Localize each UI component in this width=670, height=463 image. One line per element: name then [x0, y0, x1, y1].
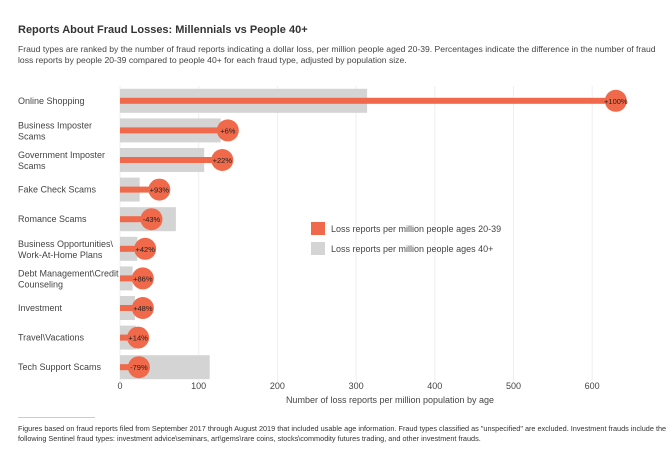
bar-20-39	[120, 275, 143, 282]
legend-swatch	[311, 222, 325, 235]
category-label: Debt Management\Credit	[18, 268, 119, 278]
difference-label: -43%	[143, 215, 161, 224]
category-label: Scams	[18, 161, 46, 171]
marker-20-39	[134, 237, 157, 260]
footnote-divider	[18, 417, 95, 418]
marker-20-39	[131, 297, 154, 319]
bar-20-39	[120, 127, 228, 134]
x-tick-label: 500	[506, 381, 521, 391]
x-tick-label: 300	[349, 381, 364, 391]
marker-20-39	[140, 208, 163, 231]
difference-label: +14%	[128, 334, 148, 343]
marker-20-39	[211, 149, 234, 171]
category-label: Counseling	[18, 279, 63, 289]
legend-label: Loss reports per million people ages 40+	[331, 244, 493, 254]
category-label: Investment	[18, 303, 63, 313]
footnote: Figures based on fraud reports filed fro…	[18, 424, 667, 443]
difference-label: +48%	[133, 304, 153, 313]
marker-20-39	[148, 178, 171, 201]
category-label: Business Imposter	[18, 120, 92, 130]
category-label: Fake Check Scams	[18, 185, 97, 195]
x-tick-label: 600	[585, 381, 600, 391]
category-label: Tech Support Scams	[18, 362, 102, 372]
marker-20-39	[131, 267, 154, 290]
marker-20-39	[216, 119, 239, 142]
bar-20-39	[120, 305, 143, 311]
x-axis-label: Number of loss reports per million popul…	[286, 395, 494, 405]
difference-label: +93%	[150, 186, 170, 195]
bar-20-39	[120, 216, 152, 223]
bar-20-39	[120, 186, 160, 193]
marker-20-39	[127, 326, 150, 349]
bar-20-39	[120, 97, 616, 104]
x-tick-label: 100	[191, 381, 206, 391]
difference-label: +6%	[220, 126, 236, 135]
category-label: Travel\Vacations	[18, 333, 85, 343]
category-label: Business Opportunities\	[18, 239, 114, 249]
category-label: Work-At-Home Plans	[18, 250, 103, 260]
x-tick-label: 0	[117, 381, 122, 391]
category-label: Scams	[18, 131, 46, 141]
difference-label: +22%	[213, 156, 233, 165]
category-label: Romance Scams	[18, 214, 87, 224]
marker-20-39	[604, 89, 627, 112]
chart-title: Reports About Fraud Losses: Millennials …	[18, 24, 308, 36]
category-label: Online Shopping	[18, 96, 85, 106]
bar-20-39	[120, 157, 223, 163]
legend-swatch	[311, 242, 325, 255]
difference-label: -79%	[130, 363, 148, 372]
category-label: Government Imposter	[18, 150, 105, 160]
difference-label: +100%	[604, 97, 628, 106]
x-tick-label: 400	[427, 381, 442, 391]
difference-label: +86%	[133, 274, 153, 283]
chart-subtitle: Fraud types are ranked by the number of …	[18, 44, 656, 65]
x-tick-label: 200	[270, 381, 285, 391]
marker-20-39	[127, 356, 150, 379]
bar-20-39	[120, 245, 146, 252]
legend-label: Loss reports per million people ages 20-…	[331, 224, 501, 234]
difference-label: +42%	[135, 245, 155, 254]
